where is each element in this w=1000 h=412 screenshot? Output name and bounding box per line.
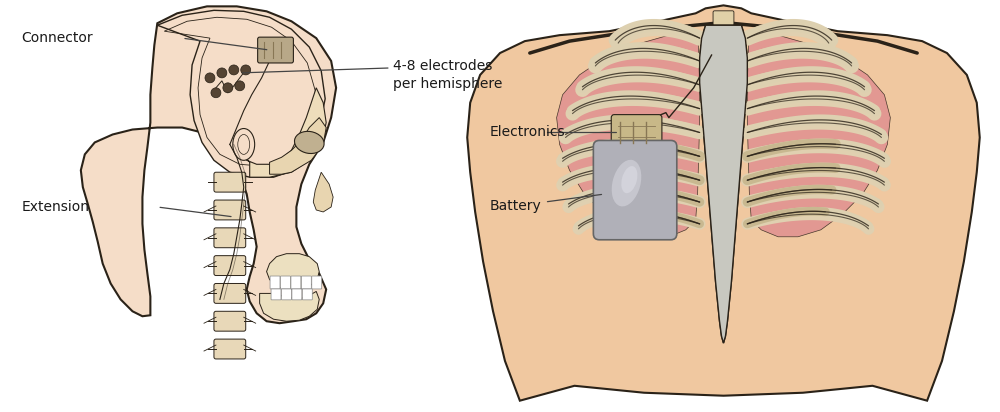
Circle shape	[229, 65, 239, 75]
FancyBboxPatch shape	[301, 276, 311, 289]
Polygon shape	[700, 25, 747, 343]
Polygon shape	[700, 25, 747, 343]
Polygon shape	[747, 31, 890, 237]
FancyBboxPatch shape	[611, 115, 662, 150]
FancyBboxPatch shape	[280, 276, 290, 289]
FancyBboxPatch shape	[713, 27, 734, 42]
Polygon shape	[270, 117, 326, 174]
FancyBboxPatch shape	[214, 172, 246, 192]
Circle shape	[235, 81, 245, 91]
FancyBboxPatch shape	[214, 283, 246, 303]
Circle shape	[205, 73, 215, 83]
Polygon shape	[467, 5, 980, 401]
Polygon shape	[260, 291, 319, 321]
FancyBboxPatch shape	[214, 339, 246, 359]
Ellipse shape	[233, 129, 255, 160]
Text: 4-8 electrodes
per hemisphere: 4-8 electrodes per hemisphere	[393, 59, 502, 91]
FancyBboxPatch shape	[593, 140, 677, 240]
FancyBboxPatch shape	[713, 42, 734, 58]
Polygon shape	[267, 254, 319, 290]
FancyBboxPatch shape	[302, 289, 312, 300]
Polygon shape	[81, 6, 336, 323]
Circle shape	[217, 68, 227, 78]
FancyBboxPatch shape	[258, 37, 293, 63]
FancyBboxPatch shape	[214, 200, 246, 220]
FancyBboxPatch shape	[214, 228, 246, 248]
Text: Connector: Connector	[21, 31, 93, 45]
Circle shape	[241, 65, 251, 75]
FancyBboxPatch shape	[271, 289, 281, 300]
Text: Extension: Extension	[21, 200, 89, 214]
FancyBboxPatch shape	[713, 59, 734, 73]
Circle shape	[211, 88, 221, 98]
Polygon shape	[157, 10, 325, 177]
Polygon shape	[557, 31, 700, 237]
FancyBboxPatch shape	[292, 289, 302, 300]
Text: Battery: Battery	[490, 199, 542, 213]
FancyBboxPatch shape	[291, 276, 301, 289]
FancyBboxPatch shape	[713, 11, 734, 26]
FancyBboxPatch shape	[214, 256, 246, 276]
FancyBboxPatch shape	[270, 276, 280, 289]
Ellipse shape	[294, 131, 324, 154]
Polygon shape	[237, 88, 326, 177]
FancyBboxPatch shape	[713, 75, 734, 89]
Ellipse shape	[621, 166, 637, 193]
FancyBboxPatch shape	[312, 276, 322, 289]
Polygon shape	[313, 172, 333, 212]
Ellipse shape	[612, 160, 641, 206]
FancyBboxPatch shape	[281, 289, 291, 300]
Circle shape	[223, 83, 233, 93]
FancyBboxPatch shape	[214, 311, 246, 331]
Text: Electronics: Electronics	[490, 126, 566, 140]
